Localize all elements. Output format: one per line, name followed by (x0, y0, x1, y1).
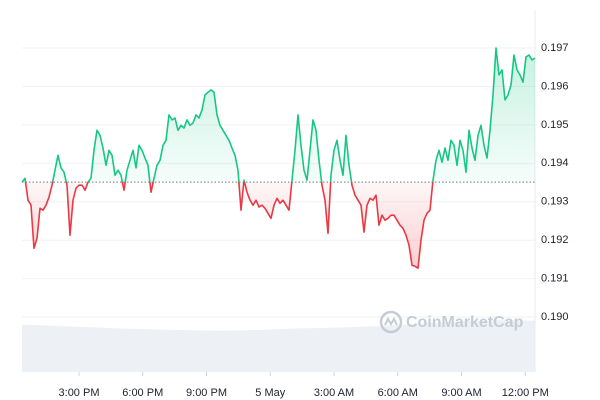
x-tick-label: 12:00 PM (502, 387, 549, 399)
y-tick-label: 0.196 (541, 80, 569, 92)
x-tick-label: 6:00 AM (378, 387, 418, 399)
x-tick-label: 9:00 AM (441, 387, 481, 399)
price-line (21, 47, 536, 269)
y-tick-label: 0.193 (541, 196, 569, 208)
x-tick-label: 5 May (255, 387, 285, 399)
x-tick-label: 6:00 PM (122, 387, 163, 399)
y-tick-label: 0.191 (541, 273, 569, 285)
watermark: CoinMarketCap (379, 310, 524, 334)
x-tick-label: 9:00 PM (186, 387, 227, 399)
y-tick-label: 0.197 (541, 42, 569, 54)
price-area (22, 48, 535, 269)
y-tick-label: 0.192 (541, 234, 569, 246)
x-tick-label: 3:00 PM (59, 387, 100, 399)
y-tick-label: 0.194 (541, 157, 569, 169)
volume-area (22, 320, 535, 372)
y-tick-label: 0.195 (541, 119, 569, 131)
y-tick-label: 0.190 (541, 311, 569, 323)
watermark-text: CoinMarketCap (406, 314, 524, 331)
x-tick-label: 3:00 AM (314, 387, 354, 399)
